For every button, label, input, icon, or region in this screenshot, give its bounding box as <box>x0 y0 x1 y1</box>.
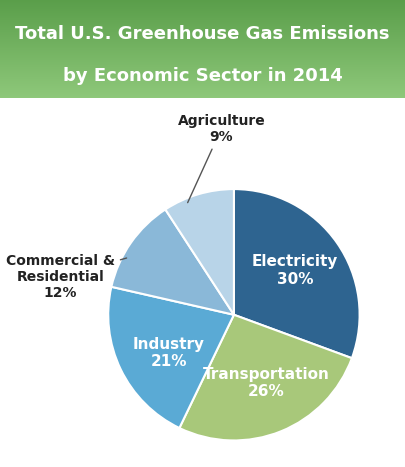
Text: Agriculture
9%: Agriculture 9% <box>177 113 265 203</box>
Text: by Economic Sector in 2014: by Economic Sector in 2014 <box>63 68 342 85</box>
Text: Industry
21%: Industry 21% <box>133 337 205 369</box>
Text: Commercial &
Residential
12%: Commercial & Residential 12% <box>6 254 127 300</box>
Text: Transportation
26%: Transportation 26% <box>202 367 330 399</box>
Text: Total U.S. Greenhouse Gas Emissions: Total U.S. Greenhouse Gas Emissions <box>15 25 390 43</box>
Wedge shape <box>179 315 352 440</box>
Wedge shape <box>111 209 234 315</box>
Wedge shape <box>234 189 360 358</box>
Wedge shape <box>165 189 234 315</box>
Wedge shape <box>108 287 234 428</box>
Text: Electricity
30%: Electricity 30% <box>252 254 338 287</box>
